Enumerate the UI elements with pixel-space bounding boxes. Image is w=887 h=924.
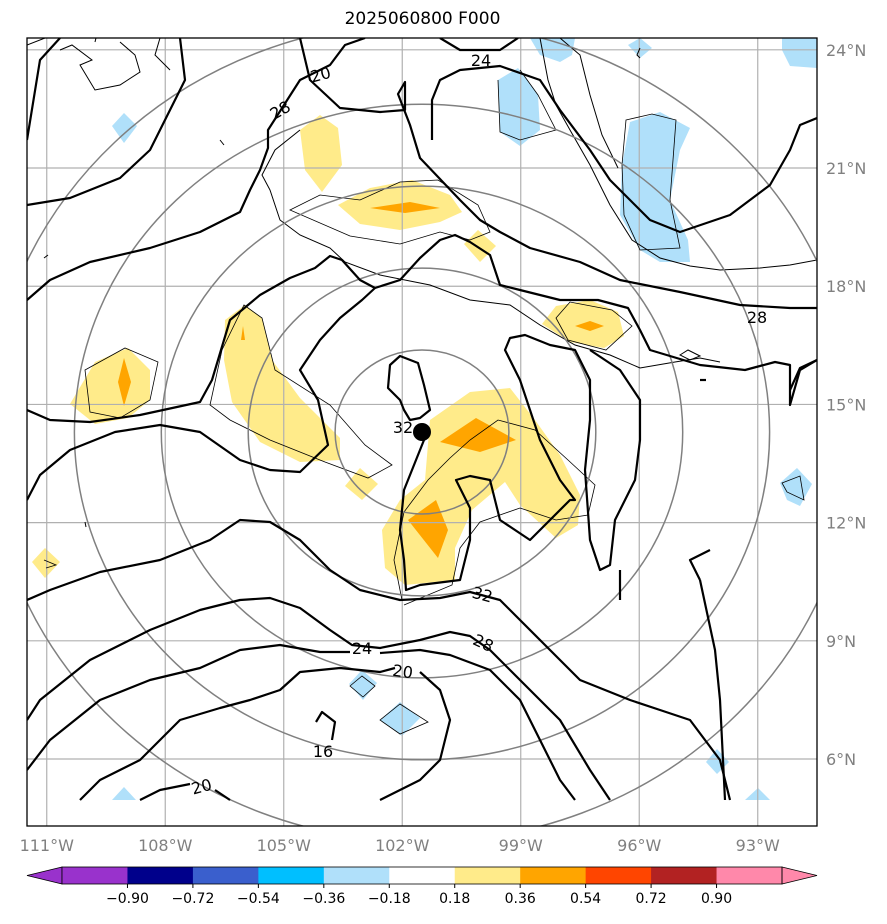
contour-label: 32: [470, 583, 495, 607]
contour-label: 32: [393, 418, 413, 437]
map-frame: [26, 37, 818, 827]
storm-center-marker: [413, 423, 431, 441]
colorbar-segment: [258, 867, 325, 884]
contour-label: 24: [471, 51, 491, 70]
latitude-tick-label: 15°N: [826, 395, 866, 414]
colorbar-extend-high: [781, 866, 818, 885]
contour-label: 20: [391, 661, 414, 683]
range-ring: [73, 103, 771, 761]
colorbar-extend-low: [26, 866, 63, 885]
latitude-tick-label: 21°N: [826, 159, 866, 178]
latitude-tick-label: 18°N: [826, 277, 866, 296]
colorbar-segment: [323, 867, 390, 884]
contour-label: 20: [189, 775, 214, 799]
lat-lon-grid: [27, 38, 817, 826]
colorbar-segment: [389, 867, 456, 884]
latitude-tick-label: 24°N: [826, 41, 866, 60]
longitude-tick-label: 102°W: [375, 836, 430, 855]
latitude-tick-label: 12°N: [826, 514, 866, 533]
colorbar-segment: [127, 867, 194, 884]
colorbar-label: −0.54: [237, 891, 280, 907]
range-rings: [27, 38, 817, 826]
contour-label: 28: [747, 308, 767, 327]
colorbar-frame: [61, 866, 783, 885]
longitude-tick-label: 105°W: [257, 836, 312, 855]
colorbar-label: 0.18: [439, 891, 470, 907]
colorbar-label: −0.72: [171, 891, 214, 907]
latitude-tick-label: 6°N: [826, 750, 856, 769]
colorbar-label: −0.36: [302, 891, 345, 907]
colorbar-label: 0.36: [505, 891, 536, 907]
longitude-tick-label: 108°W: [138, 836, 193, 855]
contour-label: 24: [352, 639, 372, 658]
longitude-tick-label: 111°W: [20, 836, 75, 855]
range-ring: [334, 349, 510, 515]
colorbar-segment: [192, 867, 259, 884]
colorbar-segment: [651, 867, 718, 884]
colorbar-segment: [520, 867, 587, 884]
longitude-tick-label: 96°W: [617, 836, 661, 855]
colorbar-segment: [716, 867, 783, 884]
map-title: 2025060800 F000: [344, 9, 501, 29]
latitude-labels: 24°N 21°N 18°N 15°N 12°N 9°N 6°N: [826, 41, 866, 769]
colorbar-label: −0.18: [368, 891, 411, 907]
shaded-field: [32, 38, 817, 800]
colorbar-segment: [62, 867, 128, 884]
longitude-tick-label: 93°W: [736, 836, 780, 855]
colorbar-label: 0.90: [701, 891, 732, 907]
longitude-labels: 111°W 108°W 105°W 102°W 99°W 96°W 93°W: [20, 836, 780, 855]
colorbar-label: 0.72: [636, 891, 667, 907]
colorbar: −0.90 −0.72 −0.54 −0.36 −0.18 0.18 0.36 0.54 0.7…: [26, 866, 818, 907]
colorbar-label: −0.90: [106, 891, 149, 907]
contour-lines: [27, 38, 817, 801]
feature-outlines: [43, 69, 805, 735]
coastline: [27, 38, 817, 528]
range-ring: [160, 185, 684, 679]
colorbar-segment: [585, 867, 652, 884]
longitude-tick-label: 99°W: [499, 836, 543, 855]
colorbar-label: 0.54: [570, 891, 601, 907]
latitude-tick-label: 9°N: [826, 632, 856, 651]
contour-label: 28: [267, 97, 294, 124]
range-ring: [247, 267, 597, 597]
contour-label: 20: [308, 63, 333, 87]
colorbar-segment: [454, 867, 521, 884]
contour-label: 16: [313, 742, 333, 761]
